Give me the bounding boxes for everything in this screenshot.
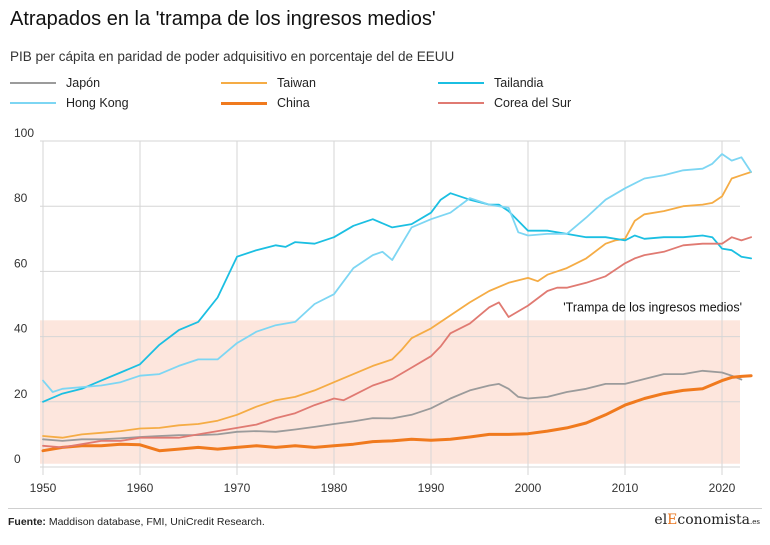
y-tick-label: 40 [14, 322, 28, 336]
legend-label-japon: Japón [66, 76, 101, 90]
x-tick-label: 2010 [612, 481, 639, 495]
series-line-china [41, 374, 753, 453]
legend-swatch-corea-del-sur [438, 102, 484, 104]
legend-label-taiwan: Taiwan [277, 76, 316, 90]
legend-swatch-taiwan [221, 82, 267, 84]
footer-divider [8, 508, 762, 509]
legend-label-china: China [277, 96, 310, 110]
legend-item-tailandia: Tailandia [438, 74, 543, 92]
x-tick-label: 2000 [515, 481, 542, 495]
y-tick-label: 100 [14, 126, 34, 140]
x-tick-label: 2020 [709, 481, 736, 495]
series-line-japon [42, 369, 743, 442]
x-tick-label: 1960 [127, 481, 154, 495]
x-tick-label: 1980 [321, 481, 348, 495]
legend-swatch-hong-kong [10, 102, 56, 104]
source-text: Maddison database, FMI, UniCredit Resear… [48, 516, 265, 528]
y-tick-label: 80 [14, 191, 28, 205]
source-note: Fuente: Maddison database, FMI, UniCredi… [8, 516, 265, 528]
series-line-tailandia [42, 192, 752, 403]
series-line-corea-del-sur [42, 236, 752, 449]
y-tick-label: 0 [14, 452, 21, 466]
legend-item-hong-kong: Hong Kong [10, 94, 129, 112]
brand-logo: elEconomista.es [654, 512, 760, 528]
legend-item-corea-del-sur: Corea del Sur [438, 94, 571, 112]
x-tick-label: 1950 [30, 481, 57, 495]
legend-swatch-japon [10, 82, 56, 84]
source-label: Fuente: [8, 516, 46, 528]
y-tick-label: 20 [14, 387, 28, 401]
series-line-hong-kong [42, 153, 752, 393]
legend-swatch-tailandia [438, 82, 484, 84]
y-tick-label: 60 [14, 256, 28, 270]
line-chart: 0 20 40 60 80 100 1950 1960 1970 1980 1990 2000 2010… [14, 126, 753, 495]
x-tick-label: 1990 [418, 481, 445, 495]
band-label: 'Trampa de los ingresos medios' [563, 300, 742, 314]
chart-subtitle: PIB per cápita en paridad de poder adqui… [10, 49, 455, 64]
legend: Japón Taiwan Tailandia Hong Kong China C… [8, 74, 758, 114]
legend-label-tailandia: Tailandia [494, 76, 544, 90]
legend-item-china: China [221, 94, 310, 112]
legend-label-hong-kong: Hong Kong [66, 96, 129, 110]
legend-label-corea-del-sur: Corea del Sur [494, 96, 572, 110]
series-line-taiwan [42, 171, 752, 439]
legend-swatch-china [221, 101, 267, 105]
legend-item-taiwan: Taiwan [221, 74, 316, 92]
chart-title: Atrapados en la 'trampa de los ingresos … [10, 8, 436, 30]
legend-item-japon: Japón [10, 74, 100, 92]
x-tick-label: 1970 [224, 481, 251, 495]
